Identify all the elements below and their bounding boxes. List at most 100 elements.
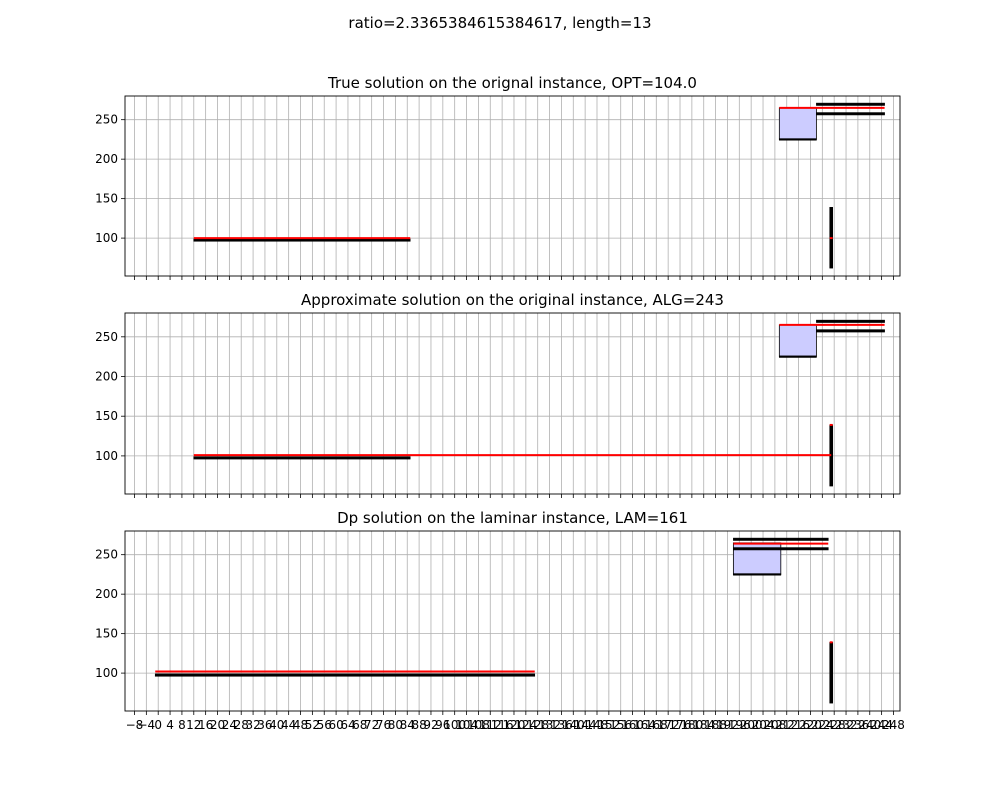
interval-bar (193, 238, 411, 242)
x-tick-label: 180 (680, 718, 703, 732)
x-tick-label: 44 (281, 718, 296, 732)
y-tick-label: 150 (95, 627, 118, 641)
figure-suptitle: ratio=2.3365384615384617, length=13 (348, 14, 651, 32)
x-tick-label: 232 (835, 718, 858, 732)
x-tick-label: 216 (787, 718, 810, 732)
x-tick-label: 140 (562, 718, 585, 732)
x-tick-label: 188 (704, 718, 727, 732)
y-tick-label: 200 (95, 152, 118, 166)
x-tick-label: 40 (269, 718, 284, 732)
x-tick-label: 68 (352, 718, 367, 732)
interval-bar (154, 673, 536, 677)
axes-frame (124, 95, 901, 277)
x-tick-label: 28 (234, 718, 249, 732)
axes-frame (124, 312, 901, 495)
x-tick-label: 156 (609, 718, 632, 732)
x-tick-label: 160 (621, 718, 644, 732)
axes-frame (124, 530, 901, 712)
y-tick-label: 150 (95, 409, 118, 423)
x-tick-label: 12 (186, 718, 201, 732)
subplot-title: Approximate solution on the original ins… (301, 291, 724, 309)
x-tick-label: 60 (328, 718, 343, 732)
y-tick-label: 150 (95, 192, 118, 206)
x-tick-label: 116 (491, 718, 514, 732)
x-tick-label: 80 (388, 718, 403, 732)
x-tick-label: 112 (479, 718, 502, 732)
x-tick-label: 8 (178, 718, 186, 732)
x-tick-label: 84 (400, 718, 415, 732)
y-tick-label: 200 (95, 587, 118, 601)
x-tick-label: 20 (210, 718, 225, 732)
x-tick-label: 228 (823, 718, 846, 732)
x-tick-label: 56 (317, 718, 332, 732)
x-tick-label: 192 (716, 718, 739, 732)
x-tick-label: 132 (538, 718, 561, 732)
y-tick-label: 250 (95, 113, 118, 127)
x-tick-label: 100 (443, 718, 466, 732)
x-tick-label: 92 (423, 718, 438, 732)
x-tick-label: 128 (526, 718, 549, 732)
interval-bar (779, 138, 817, 141)
subplot-title: Dp solution on the laminar instance, LAM… (337, 509, 688, 527)
shaded-region (778, 107, 817, 140)
x-tick-label: 72 (364, 718, 379, 732)
x-tick-label: 120 (503, 718, 526, 732)
interval-bar (816, 329, 885, 333)
subplot-approximate-solution: 100 150 200 250 Approximate solution on the … (95, 291, 901, 498)
x-tick-label: −4 (137, 718, 155, 732)
x-tick-label: 136 (550, 718, 573, 732)
y-tick-label: 100 (95, 666, 118, 680)
x-tick-label: 124 (514, 718, 537, 732)
y-tick-label: 200 (95, 370, 118, 384)
x-tick-label: 52 (305, 718, 320, 732)
subplot-true-solution: 100 150 200 250 True solution on the orignal… (95, 74, 901, 280)
x-tick-label: 36 (257, 718, 272, 732)
x-tick-label: 148 (586, 718, 609, 732)
x-tick-label: 48 (293, 718, 308, 732)
interval-bar (816, 319, 885, 323)
x-tick-label: 0 (154, 718, 162, 732)
x-tick-label: 64 (340, 718, 355, 732)
x-tick-label: 200 (740, 718, 763, 732)
x-tick-label: 208 (763, 718, 786, 732)
x-tick-label: 172 (657, 718, 680, 732)
x-tick-label: 176 (669, 718, 692, 732)
x-tick-label: 184 (692, 718, 715, 732)
x-tick-label: 76 (376, 718, 391, 732)
x-tick-label: 16 (198, 718, 213, 732)
y-tick-label: 250 (95, 330, 118, 344)
interval-bar (829, 642, 833, 704)
x-tick-label: 204 (752, 718, 775, 732)
x-tick-label: 4 (166, 718, 174, 732)
x-tick-label: 32 (245, 718, 260, 732)
x-tick-label: 212 (775, 718, 798, 732)
x-tick-label: 240 (858, 718, 881, 732)
x-tick-label: 152 (597, 718, 620, 732)
interval-bar (193, 456, 411, 460)
x-tick-label: 108 (467, 718, 490, 732)
interval-bar (816, 102, 885, 106)
x-tick-label: 244 (870, 718, 893, 732)
x-tick-label: 24 (222, 718, 237, 732)
x-tick-label: 164 (633, 718, 656, 732)
interval-bar (733, 573, 782, 576)
x-tick-label: 236 (846, 718, 869, 732)
x-tick-label: 144 (574, 718, 597, 732)
x-tick-label: 104 (455, 718, 478, 732)
x-tick-label: 96 (435, 718, 450, 732)
x-tick-label: −8 (126, 718, 144, 732)
x-tick-label: 88 (411, 718, 426, 732)
x-tick-label: 224 (811, 718, 834, 732)
x-tick-label: 220 (799, 718, 822, 732)
interval-bar (779, 355, 817, 358)
interval-bar (816, 112, 885, 116)
interval-bar (733, 547, 829, 551)
y-tick-label: 100 (95, 449, 118, 463)
x-tick-label: 168 (645, 718, 668, 732)
x-tick-label: 196 (728, 718, 751, 732)
y-tick-label: 250 (95, 548, 118, 562)
shaded-region (778, 324, 817, 358)
x-tick-label: 248 (882, 718, 905, 732)
